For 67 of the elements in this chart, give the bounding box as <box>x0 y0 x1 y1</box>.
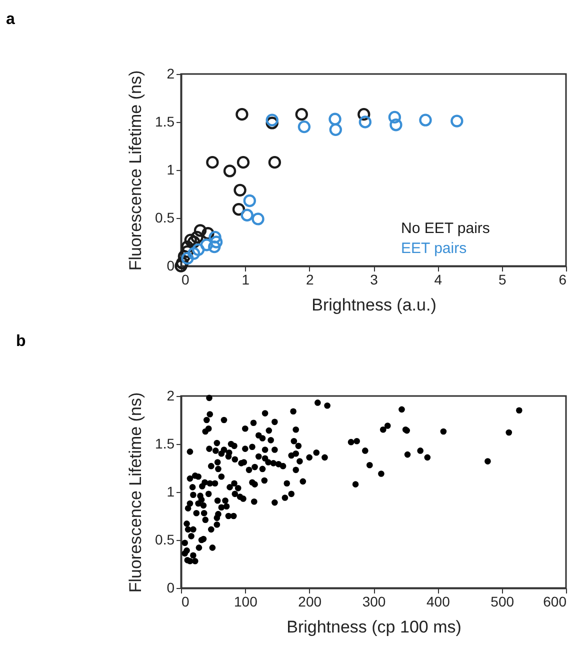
point <box>194 224 207 237</box>
y-tick-label: 0.5 <box>155 210 175 226</box>
y-tick-label: 1.5 <box>155 436 175 452</box>
point <box>208 230 222 244</box>
point <box>181 252 194 265</box>
point <box>358 108 370 121</box>
text: a <box>6 11 15 28</box>
point <box>388 110 402 124</box>
point <box>236 156 250 169</box>
point <box>390 118 402 132</box>
point <box>266 116 278 130</box>
text: No EET pairs <box>401 220 490 237</box>
point <box>268 156 282 169</box>
y-axis-title: Fluorescence Lifetime (ns) <box>126 392 146 593</box>
y-tick-label: 2 <box>166 388 175 404</box>
x-tick-label: 0 <box>182 594 190 610</box>
x-tick-label: 200 <box>298 594 322 610</box>
y-tick-label: 0.5 <box>155 532 175 548</box>
point <box>202 227 214 240</box>
point <box>187 247 200 260</box>
point <box>176 256 189 270</box>
x-tick-label: 300 <box>362 594 386 610</box>
point <box>190 230 204 244</box>
point <box>419 114 432 126</box>
x-tick-label: 3 <box>370 272 378 288</box>
point <box>184 234 197 246</box>
point <box>174 260 188 272</box>
point <box>192 243 205 256</box>
x-tick-label: 4 <box>434 272 442 288</box>
x-tick-label: 6 <box>558 272 567 288</box>
x-tick-label: 2 <box>306 272 314 288</box>
point <box>210 236 223 248</box>
x-tick-label: 600 <box>543 594 567 610</box>
point <box>298 120 311 134</box>
y-axis-title: Fluorescence Lifetime (ns) <box>126 70 146 271</box>
point <box>206 156 219 169</box>
y-tick-label: 1.5 <box>155 114 175 130</box>
x-tick-label: 500 <box>490 594 514 610</box>
y-tick-label: 2 <box>166 66 175 82</box>
x-tick-label: 100 <box>234 594 258 610</box>
point <box>236 108 248 121</box>
y-tick-label: 1 <box>166 162 175 178</box>
point <box>208 240 221 254</box>
x-tick-label: 1 <box>242 272 250 288</box>
x-axis-title: Brightness (a.u.) <box>312 296 436 314</box>
text: b <box>16 333 26 350</box>
point <box>240 208 254 222</box>
y-tick-label: 1 <box>166 484 175 500</box>
point <box>328 112 342 126</box>
y-tick-label: 0 <box>166 580 175 596</box>
point <box>234 184 246 196</box>
text: EET pairs <box>401 240 467 257</box>
point <box>358 116 372 128</box>
x-tick-label: 5 <box>498 272 506 288</box>
point <box>266 114 278 126</box>
point <box>200 238 214 252</box>
x-axis-title: Brightness (cp 100 ms) <box>286 618 462 636</box>
point <box>223 164 236 178</box>
point <box>295 108 308 121</box>
x-tick-label: 0 <box>182 272 190 288</box>
point <box>232 203 246 216</box>
point <box>243 194 256 208</box>
point <box>450 114 464 128</box>
point <box>252 212 264 226</box>
point <box>329 123 342 136</box>
y-tick-label: 0 <box>166 258 175 274</box>
x-tick-label: 400 <box>426 594 450 610</box>
